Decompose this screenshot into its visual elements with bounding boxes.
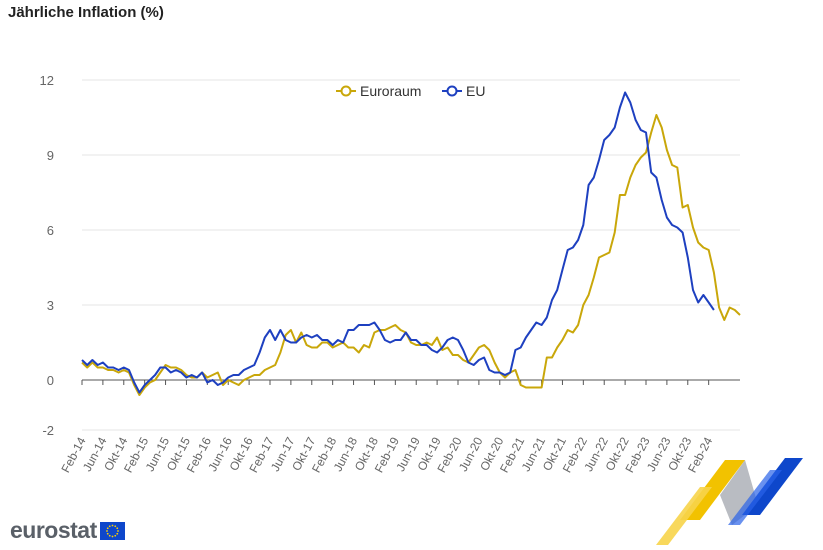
legend-marker-icon bbox=[340, 85, 352, 97]
brand-wordmark: eurostat bbox=[10, 517, 97, 543]
eu-stars-icon bbox=[105, 524, 119, 537]
eu-flag-icon bbox=[99, 521, 125, 540]
legend-item-euroraum[interactable]: Euroraum bbox=[336, 83, 421, 99]
y-tick-label: 12 bbox=[40, 73, 54, 88]
y-tick-label: -2 bbox=[42, 423, 54, 438]
eurostat-logo: eurostat bbox=[10, 517, 125, 544]
legend-marker-icon bbox=[446, 85, 458, 97]
line-chart: -2 0 3 6 9 12 Feb-14Jun-14Okt-14Feb-15Jun-15O… bbox=[40, 73, 741, 475]
y-tick-label: 6 bbox=[47, 223, 54, 238]
series-line-euroraum bbox=[81, 114, 741, 396]
series-line-eu bbox=[81, 91, 715, 394]
flag-star bbox=[106, 526, 109, 529]
flag-star bbox=[111, 535, 114, 537]
x-axis: Feb-14Jun-14Okt-14Feb-15Jun-15Okt-15Feb-… bbox=[58, 379, 740, 475]
flag-star bbox=[116, 532, 118, 535]
flag-star bbox=[116, 529, 119, 532]
flag-star bbox=[106, 532, 109, 535]
chart-title: Jährliche Inflation (%) bbox=[8, 4, 164, 21]
legend[interactable]: Euroraum EU bbox=[336, 83, 485, 99]
legend-label: EU bbox=[466, 83, 485, 99]
series-lines bbox=[81, 91, 741, 396]
y-axis: -2 0 3 6 9 12 bbox=[40, 73, 54, 438]
flag-star bbox=[108, 524, 111, 527]
gridlines bbox=[82, 79, 740, 431]
flag-star bbox=[111, 524, 114, 526]
y-tick-label: 0 bbox=[47, 373, 54, 388]
legend-label: Euroraum bbox=[360, 83, 421, 99]
flag-star bbox=[116, 526, 118, 529]
y-tick-label: 3 bbox=[47, 298, 54, 313]
legend-item-eu[interactable]: EU bbox=[442, 83, 485, 99]
flag-star bbox=[114, 524, 116, 527]
flag-star bbox=[108, 534, 111, 537]
y-tick-label: 9 bbox=[47, 148, 54, 163]
flag-star bbox=[114, 534, 116, 537]
flag-star bbox=[105, 529, 108, 532]
